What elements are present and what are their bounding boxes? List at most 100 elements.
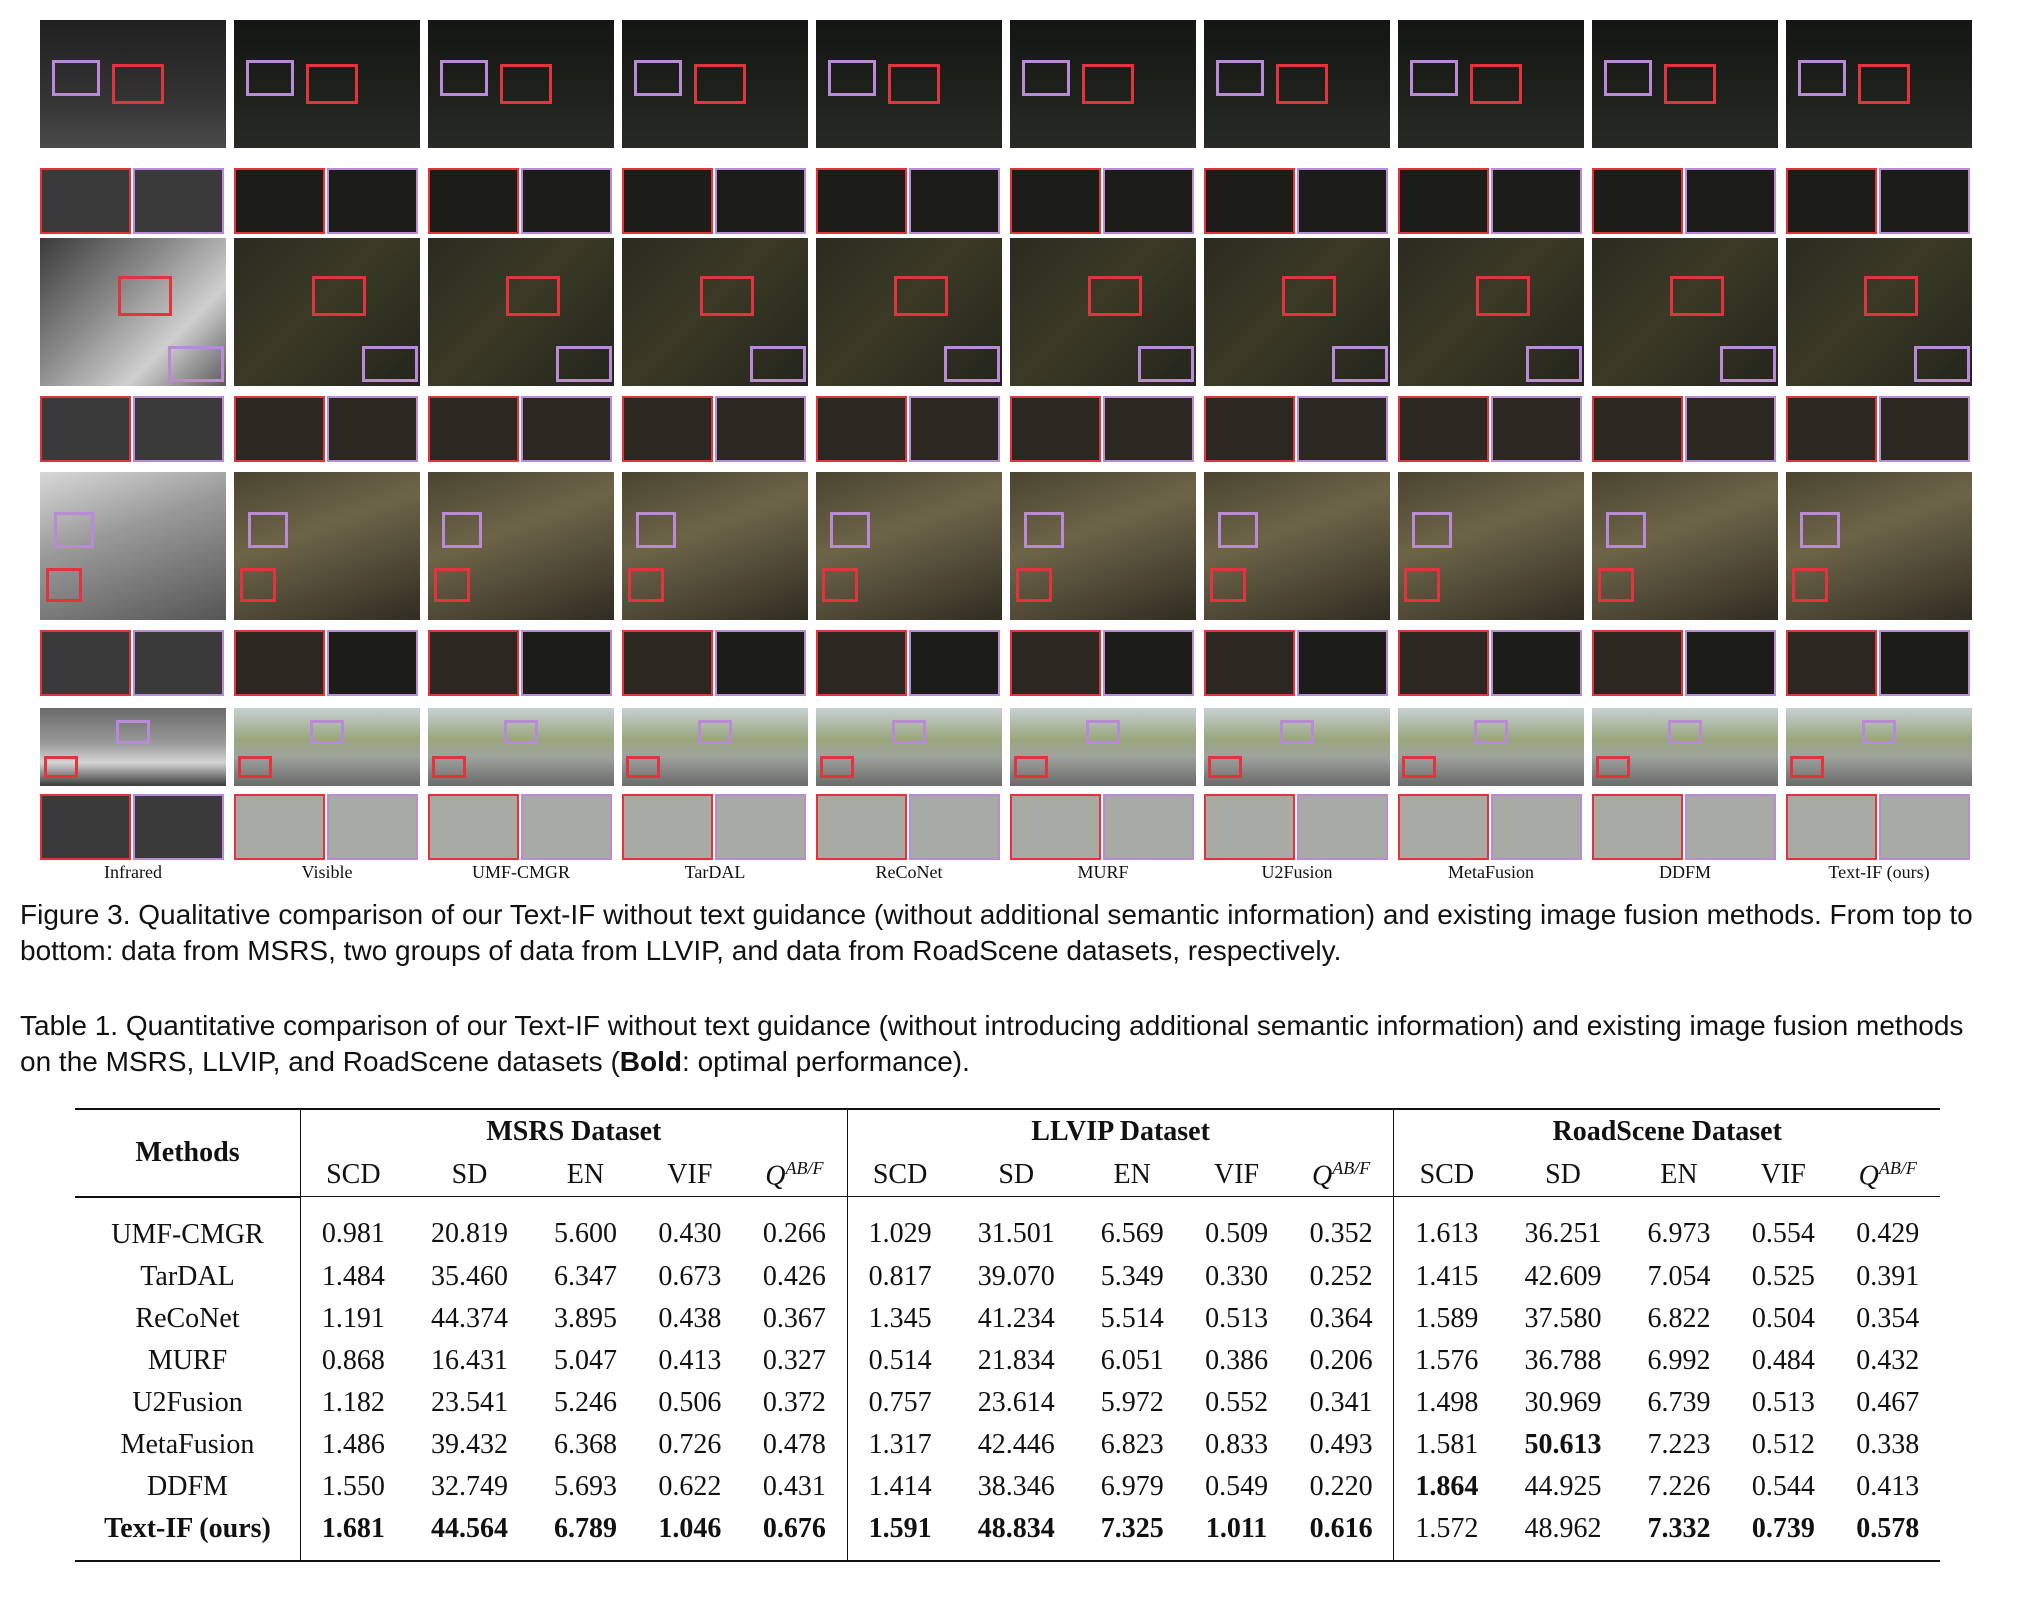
metric-value-cell: 1.029 <box>846 1196 953 1256</box>
purple-region-box <box>504 720 538 744</box>
metric-value-cell: 38.346 <box>977 1470 1055 1502</box>
zoom-row <box>40 630 226 698</box>
metric-value-cell: 0.484 <box>1751 1344 1815 1376</box>
method-name-cell: DDFM <box>147 1470 228 1502</box>
zoom-row <box>1398 794 1584 862</box>
purple-zoom-patch <box>1297 794 1388 860</box>
fusion-result-image <box>622 20 808 148</box>
fusion-result-image <box>622 238 808 386</box>
metric-value-cell: 1.484 <box>299 1255 406 1298</box>
purple-region-box <box>362 346 418 382</box>
red-zoom-patch <box>1010 630 1101 696</box>
metric-value-cell: 0.513 <box>1751 1386 1815 1418</box>
purple-region-box <box>442 512 482 548</box>
purple-region-box <box>1800 512 1840 548</box>
dataset-header-llvip: LLVIP Dataset <box>846 1109 1394 1154</box>
metric-value-cell: 0.493 <box>1309 1428 1373 1460</box>
purple-region-box <box>1798 60 1846 96</box>
purple-zoom-patch <box>715 630 806 696</box>
red-zoom-patch <box>1204 630 1295 696</box>
purple-zoom-patch <box>1879 794 1970 860</box>
red-region-box <box>1792 568 1828 602</box>
zoom-row <box>816 794 1002 862</box>
purple-region-box <box>1022 60 1070 96</box>
red-zoom-patch <box>234 794 325 860</box>
purple-region-box <box>168 346 224 382</box>
results-table-wrap: Methods MSRS Dataset LLVIP Dataset RoadS… <box>75 1108 1940 1562</box>
metric-value-cell: 0.330 <box>1205 1260 1269 1292</box>
dataset-header-roadscene: RoadScene Dataset <box>1393 1109 1940 1154</box>
zoom-row <box>40 396 226 464</box>
purple-zoom-patch <box>1685 168 1776 234</box>
fusion-result-image <box>1786 238 1972 386</box>
purple-region-box <box>1216 60 1264 96</box>
red-region-box <box>434 568 470 602</box>
purple-region-box <box>750 346 806 382</box>
metric-value-cell: 0.506 <box>658 1386 722 1418</box>
red-zoom-patch <box>1398 168 1489 234</box>
metric-header: EN <box>1626 1154 1732 1197</box>
red-zoom-patch <box>428 630 519 696</box>
metric-value-cell: 0.364 <box>1309 1302 1373 1334</box>
fusion-result-image <box>1204 708 1390 786</box>
metric-header: SCD <box>1393 1154 1500 1197</box>
metric-value-cell: 0.673 <box>658 1260 722 1292</box>
metric-value-cell: 1.576 <box>1393 1339 1500 1382</box>
red-zoom-patch <box>1786 794 1877 860</box>
metric-value-cell: 39.432 <box>430 1428 508 1460</box>
red-region-box <box>888 64 940 104</box>
table-row: MURF 0.868 16.431 5.047 0.413 0.327 0.514 21.83… <box>75 1339 1940 1382</box>
purple-region-box <box>52 60 100 96</box>
fusion-result-image <box>1204 20 1390 148</box>
metric-value-cell: 32.749 <box>430 1470 508 1502</box>
fusion-result-image <box>428 472 614 620</box>
red-zoom-patch <box>1204 794 1295 860</box>
metric-value-cell: 0.504 <box>1751 1302 1815 1334</box>
table-row: MetaFusion 1.486 39.432 6.368 0.726 0.478 1.31… <box>75 1423 1940 1466</box>
metric-value-cell: 1.498 <box>1393 1381 1500 1424</box>
metric-value-cell: 0.438 <box>658 1302 722 1334</box>
method-label: ReCoNet <box>875 862 943 882</box>
metric-value-cell: 0.512 <box>1751 1428 1815 1460</box>
table-row: Text-IF (ours) 1.681 44.564 6.789 1.046 0.676… <box>75 1507 1940 1561</box>
metric-value-cell: 0.413 <box>1856 1470 1920 1502</box>
fusion-result-image <box>1592 238 1778 386</box>
method-label: Text-IF (ours) <box>1828 862 1930 882</box>
metric-value-cell: 5.972 <box>1100 1386 1164 1418</box>
red-zoom-patch <box>428 168 519 234</box>
metric-value-cell: 0.549 <box>1205 1470 1269 1502</box>
metric-value-cell: 0.372 <box>762 1386 826 1418</box>
metric-value-cell: 5.349 <box>1100 1260 1164 1292</box>
purple-zoom-patch <box>715 396 806 462</box>
metric-value-cell: 7.325 <box>1100 1512 1164 1544</box>
table-caption-bold: Bold <box>619 1046 683 1077</box>
metric-value-cell: 5.693 <box>553 1470 617 1502</box>
red-zoom-patch <box>428 794 519 860</box>
red-region-box <box>822 568 858 602</box>
fusion-result-image <box>1204 472 1390 620</box>
red-zoom-patch <box>1010 396 1101 462</box>
metric-value-cell: 1.182 <box>299 1381 406 1424</box>
purple-region-box <box>1024 512 1064 548</box>
red-region-box <box>312 276 366 316</box>
purple-zoom-patch <box>1491 396 1582 462</box>
purple-region-box <box>1914 346 1970 382</box>
purple-zoom-patch <box>1103 630 1194 696</box>
table-caption-prefix: Table 1. Quantitative comparison of our … <box>20 1010 1964 1077</box>
metric-header: SD <box>405 1154 534 1197</box>
fusion-result-image <box>1786 708 1972 786</box>
red-region-box <box>1864 276 1918 316</box>
metric-value-cell: 6.789 <box>553 1512 617 1544</box>
metric-value-cell: 23.614 <box>977 1386 1055 1418</box>
metric-value-cell: 0.341 <box>1309 1386 1373 1418</box>
table-row: U2Fusion 1.182 23.541 5.246 0.506 0.372 0.757 2… <box>75 1381 1940 1424</box>
metric-value-cell: 44.374 <box>430 1302 508 1334</box>
purple-region-box <box>636 512 676 548</box>
red-region-box <box>306 64 358 104</box>
zoom-row <box>622 168 808 236</box>
metric-value-cell: 23.541 <box>430 1386 508 1418</box>
fusion-result-image <box>816 238 1002 386</box>
metric-value-cell: 0.386 <box>1205 1344 1269 1376</box>
fusion-result-image <box>1786 472 1972 620</box>
purple-zoom-patch <box>133 630 224 696</box>
